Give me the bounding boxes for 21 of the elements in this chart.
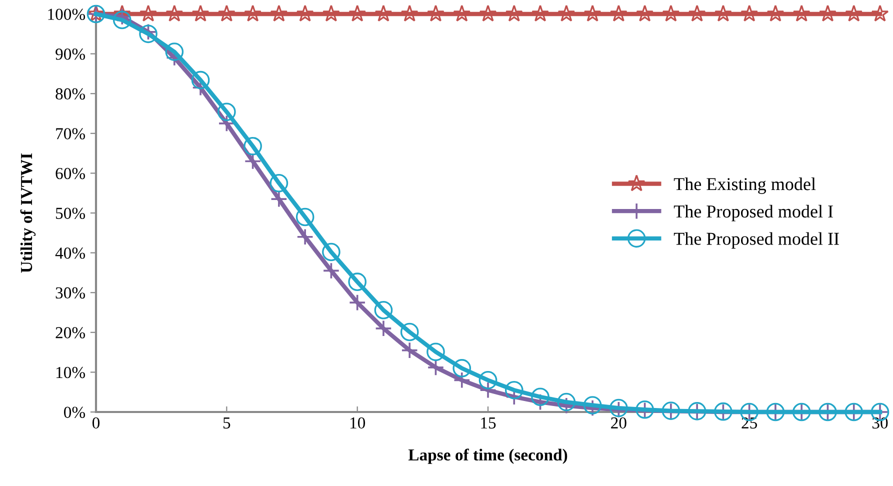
y-tick-label: 30% xyxy=(56,287,86,299)
y-tick-label: 100% xyxy=(48,8,86,20)
x-tick-label: 15 xyxy=(481,417,496,429)
legend-label: The Proposed model II xyxy=(674,232,839,249)
legend-label: The Existing model xyxy=(674,178,816,194)
y-tick-label: 0% xyxy=(64,406,86,418)
y-tick-label: 90% xyxy=(56,48,86,60)
x-tick-label: 0 xyxy=(92,417,100,429)
y-tick-label: 50% xyxy=(56,208,86,219)
y-tick-label: 40% xyxy=(55,248,86,259)
x-axis-title: Lapse of time (second) xyxy=(408,448,568,464)
y-tick-label: 80% xyxy=(56,88,86,100)
y-tick-label: 20% xyxy=(56,327,86,338)
y-axis-title: Utility of IVTWI xyxy=(20,153,36,273)
x-tick-label: 20 xyxy=(611,417,626,429)
y-tick-label: 70% xyxy=(56,128,86,140)
legend-label: The Proposed model I xyxy=(674,204,833,222)
x-tick-label: 5 xyxy=(223,418,230,429)
x-tick-label: 10 xyxy=(350,417,366,429)
y-tick-label: 60% xyxy=(56,168,86,180)
y-tick-label: 10% xyxy=(56,366,86,378)
